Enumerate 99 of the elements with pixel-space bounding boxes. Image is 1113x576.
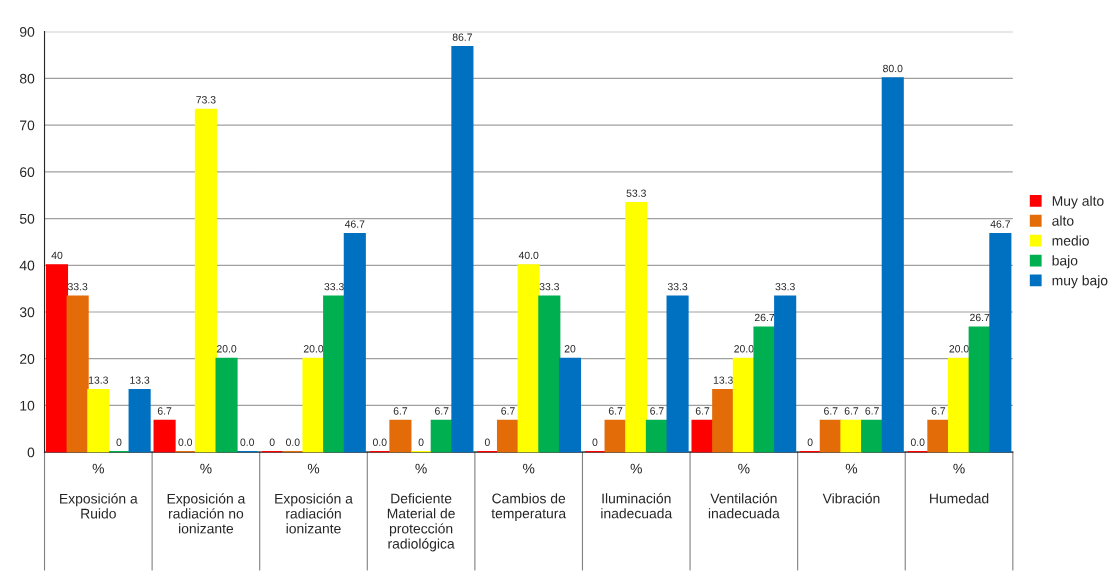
data-label: 80.0: [883, 64, 903, 73]
data-label: 6.7: [865, 407, 879, 415]
data-label: 0: [484, 438, 490, 446]
data-label: 20.0: [216, 345, 237, 353]
y-tick-label: 90: [20, 27, 35, 37]
bar: [968, 326, 991, 453]
data-label: 73.3: [196, 96, 216, 104]
bar: [451, 46, 474, 453]
category-label: % Cambios de temperatura: [491, 463, 567, 522]
bar: [927, 419, 950, 453]
data-label: 0: [592, 438, 598, 446]
y-tick-label: 40: [19, 260, 35, 271]
bar: [625, 202, 648, 453]
category-label: % Ventilación inadecuada: [708, 463, 780, 519]
data-label: 0: [116, 438, 122, 446]
data-label: 6.7: [157, 407, 172, 415]
category-label: % Iluminación inadecuada: [601, 463, 673, 519]
y-tick-label: 30: [19, 307, 35, 318]
data-label: 33.3: [324, 282, 344, 291]
category-label: % Vibración: [822, 463, 880, 504]
y-tick-label: 0: [27, 447, 35, 458]
data-label: 46.7: [990, 220, 1010, 228]
data-label: 0.0: [240, 438, 255, 446]
bar: [538, 295, 561, 453]
legend-label: medio: [1052, 235, 1089, 246]
data-label: 26.7: [754, 313, 775, 322]
data-label: 13.3: [713, 376, 733, 384]
y-tick-label: 70: [20, 120, 35, 131]
bar: [712, 388, 735, 453]
y-tick-label: 10: [20, 400, 35, 411]
category-label: % Exposición a radiación no ionizante: [167, 463, 246, 534]
bar: [343, 232, 366, 453]
bar: [645, 419, 668, 453]
data-label: 0: [418, 438, 424, 446]
bar: [558, 357, 582, 453]
bar: [691, 419, 714, 453]
data-label: 0.0: [178, 438, 193, 446]
data-label: 6.7: [650, 407, 664, 415]
data-label: 33.3: [67, 282, 88, 291]
data-label: 6.7: [501, 407, 515, 415]
category-label: % Humedad: [930, 463, 989, 504]
category-label: % Deficiente Material de protección radiológica: [387, 463, 455, 552]
category-label: % Exposición a Ruido: [60, 463, 138, 519]
bar: [819, 419, 842, 453]
bar: [732, 357, 755, 453]
data-label: 6.7: [931, 407, 946, 415]
data-label: 0.0: [372, 438, 387, 446]
data-label: 33.3: [667, 282, 688, 291]
bar: [323, 295, 346, 453]
bar: [989, 232, 1012, 453]
data-label: 6.7: [435, 407, 449, 415]
y-tick-label: 20: [20, 354, 35, 364]
bar: [604, 419, 627, 453]
bar: [517, 264, 540, 453]
data-label: 0.0: [910, 438, 925, 446]
bar: [66, 295, 89, 453]
data-label: 0: [269, 438, 275, 446]
data-label: 40: [51, 251, 63, 260]
legend-label: alto: [1052, 215, 1074, 226]
bar: [861, 419, 884, 453]
data-label: 20.0: [949, 345, 969, 353]
legend-label: muy bajo: [1052, 275, 1108, 289]
bar: [666, 295, 689, 453]
data-label: 13.3: [88, 376, 108, 384]
data-label: 53.3: [626, 189, 646, 197]
bar: [753, 326, 776, 453]
bar: [128, 388, 151, 453]
data-label: 6.7: [695, 407, 710, 415]
bar: [302, 357, 325, 453]
data-label: 86.7: [452, 33, 473, 41]
bar: [947, 357, 971, 453]
data-label: 6.7: [824, 407, 838, 415]
bar: [496, 419, 520, 453]
bar: [840, 419, 863, 453]
y-tick-label: 50: [19, 213, 35, 224]
data-label: 6.7: [844, 407, 859, 415]
bar: [215, 357, 238, 453]
data-label: 13.3: [130, 376, 150, 384]
bar: [153, 419, 176, 453]
bar: [87, 388, 110, 453]
data-label: 0: [807, 438, 813, 446]
data-label: 6.7: [393, 407, 408, 415]
data-label: 40.0: [518, 251, 539, 260]
data-label: 46.7: [344, 220, 365, 228]
category-label: % Exposición a radiación ionizante: [275, 463, 353, 534]
data-label: 33.3: [775, 282, 795, 291]
y-tick-label: 60: [20, 167, 35, 178]
legend-label: bajo: [1052, 255, 1078, 269]
bar: [430, 419, 453, 453]
legend-label: Muy alto: [1052, 195, 1104, 209]
data-label: 20: [564, 345, 576, 353]
bar: [389, 419, 412, 453]
bar: [774, 295, 797, 453]
data-label: 0.0: [286, 438, 300, 446]
bar: [881, 77, 904, 453]
bar: [194, 108, 217, 453]
data-label: 6.7: [608, 407, 623, 415]
y-tick-label: 80: [19, 73, 35, 84]
bar: [45, 264, 69, 453]
